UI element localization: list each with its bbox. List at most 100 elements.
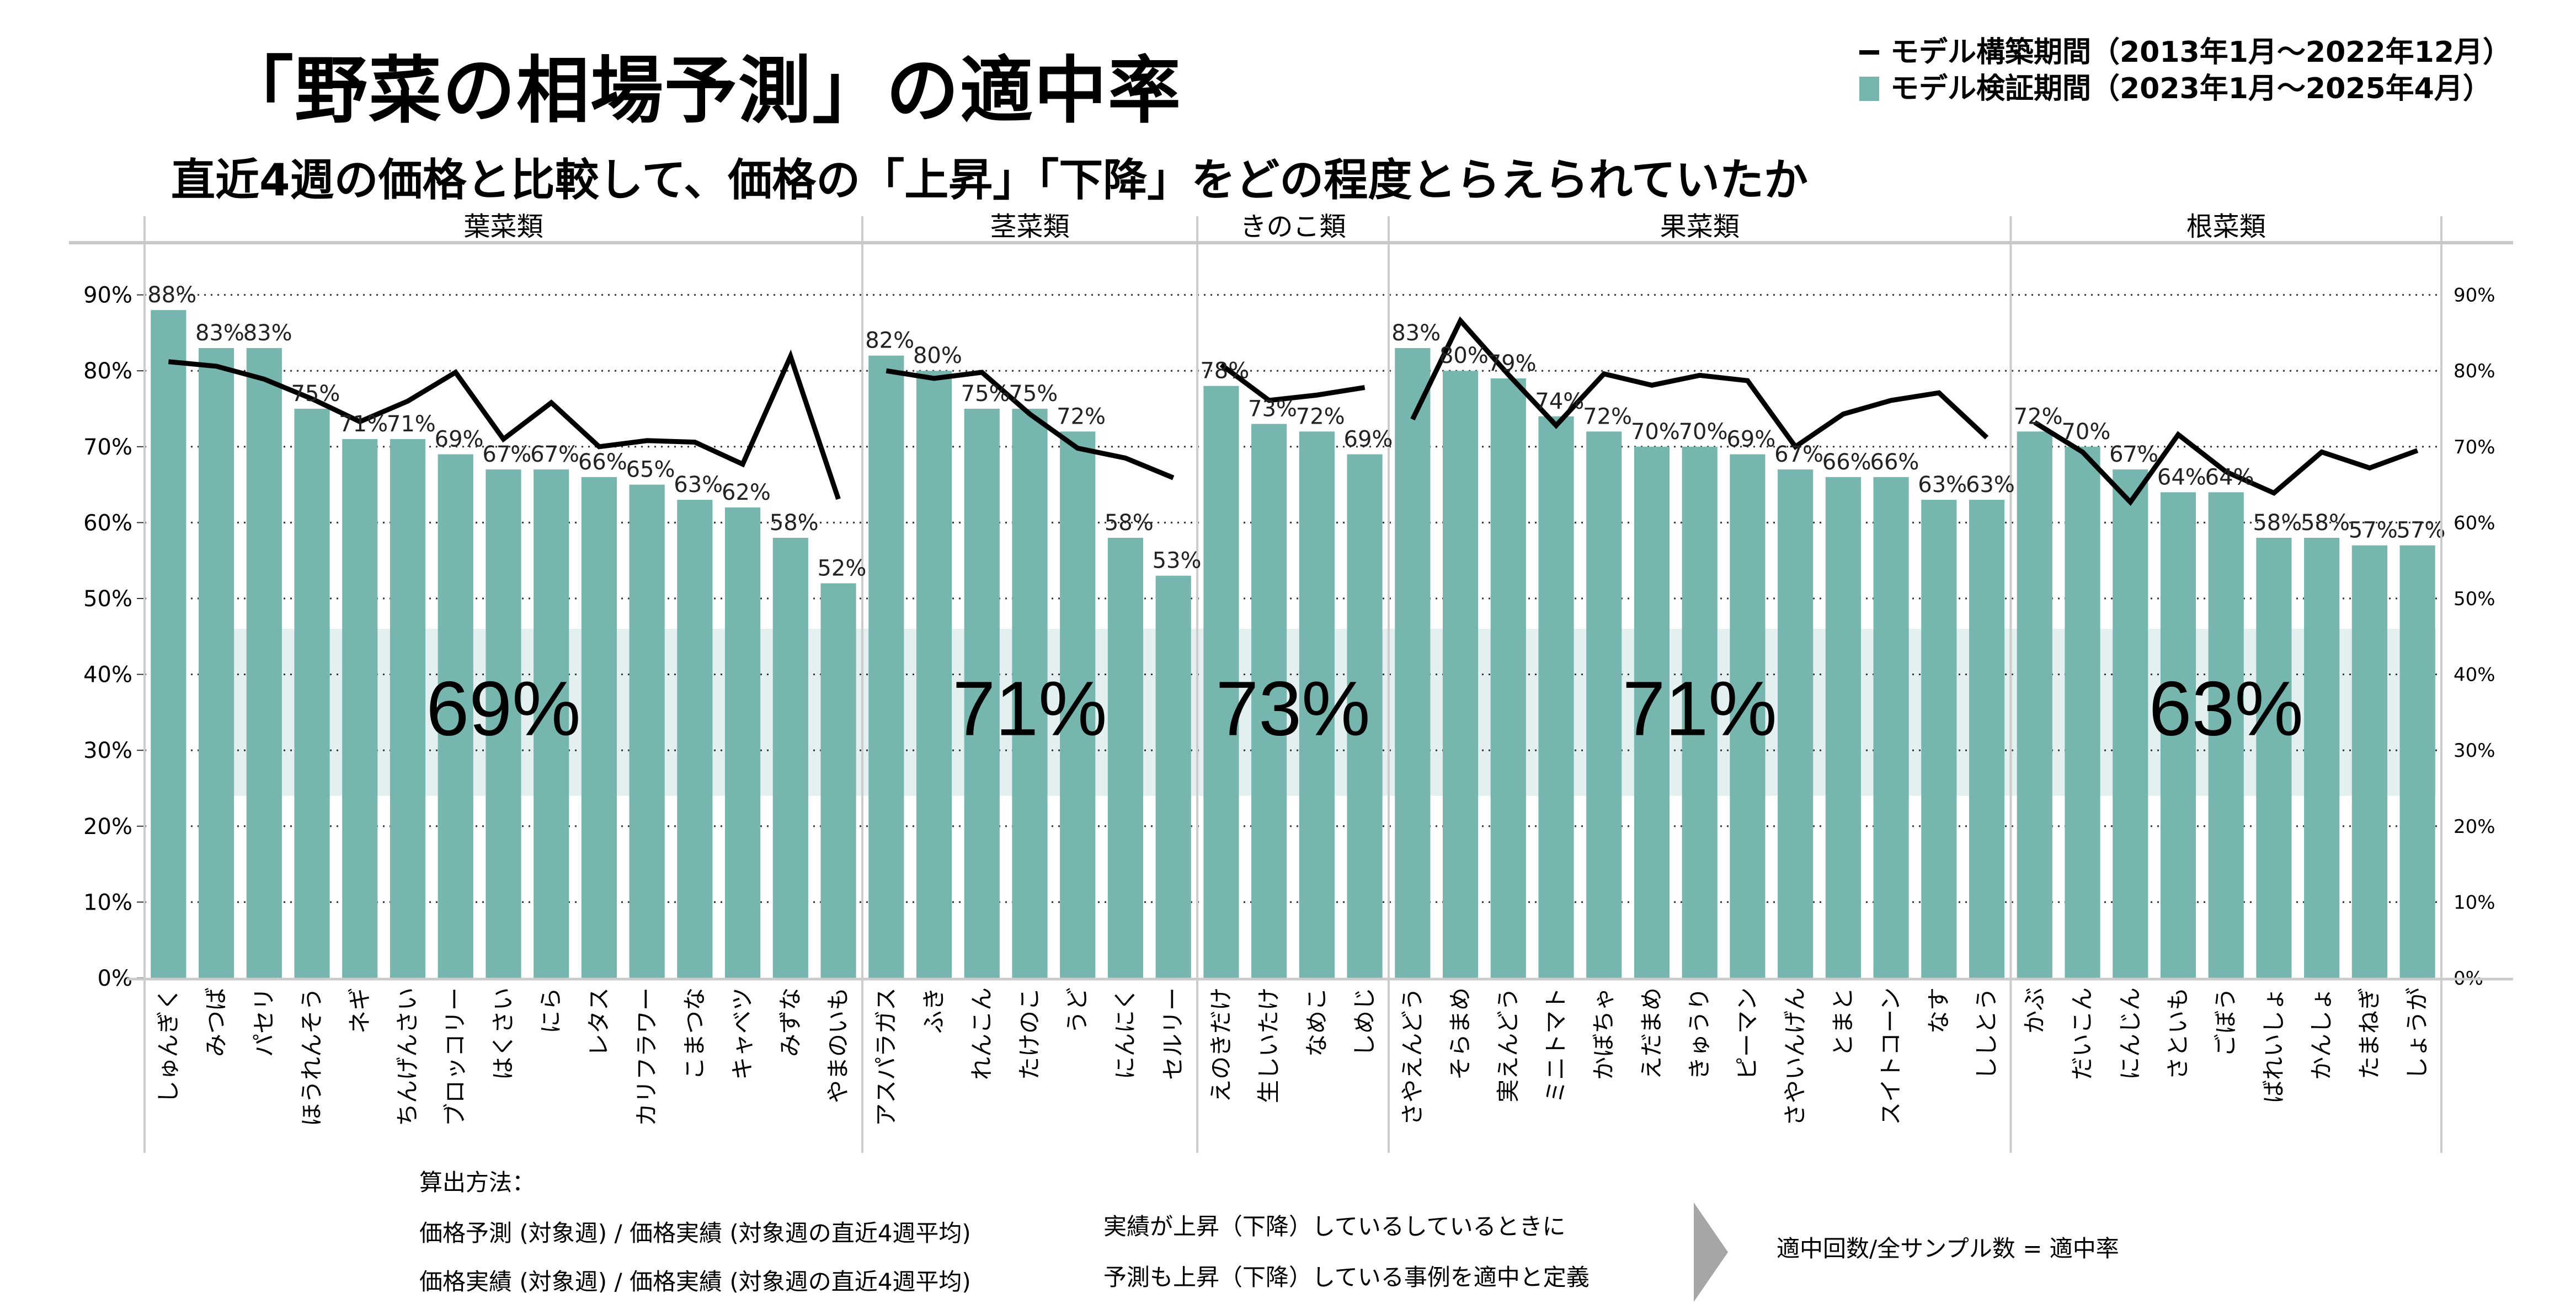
x-tick-label: しゅんぎく: [154, 987, 182, 1104]
bar: [820, 583, 856, 978]
y-tick-label-left: 50%: [83, 586, 132, 612]
bar-data-label: 66%: [578, 450, 627, 475]
y-tick-label-left: 30%: [83, 738, 132, 763]
x-tick-label: パセリ: [250, 987, 278, 1057]
bar: [2065, 446, 2100, 978]
bar-data-label: 69%: [435, 427, 484, 452]
bar: [1347, 454, 1383, 978]
x-tick-label: こまつな: [681, 987, 708, 1080]
bar: [246, 348, 282, 979]
bar: [438, 454, 473, 978]
bar-data-label: 88%: [147, 282, 196, 308]
bar-data-label: 69%: [1726, 427, 1775, 452]
x-tick-label: ししとう: [1973, 987, 2000, 1080]
group-average: 71%: [952, 665, 1107, 752]
x-tick-label: ばれいしょ: [2260, 987, 2287, 1103]
bar: [1825, 477, 1861, 978]
bar: [2113, 469, 2148, 978]
bar: [629, 484, 665, 978]
bar-data-label: 67%: [482, 442, 531, 467]
bar: [964, 409, 1000, 978]
x-tick-label: ピーマン: [1734, 987, 1761, 1080]
bar-data-label: 63%: [1966, 472, 2015, 498]
x-tick-label: しょうが: [2404, 987, 2431, 1080]
x-tick-label: 実えんどう: [1495, 987, 1522, 1103]
legend-item-bar: モデル検証期間（2023年1月～2025年4月）: [1859, 71, 2511, 107]
bar-data-label: 66%: [1822, 450, 1871, 475]
data-labels-layer: 88%83%83%75%71%71%69%67%67%66%65%63%62%5…: [147, 282, 2445, 581]
formula-forecast: 価格予測 (対象週) / 価格実績 (対象週の直近4週平均): [419, 1220, 971, 1247]
legend-line-label: モデル構築期間（2013年1月～2022年12月）: [1890, 36, 2511, 69]
y-tick-label-left: 60%: [83, 510, 132, 536]
bar-data-label: 67%: [1774, 442, 1823, 467]
x-tick-label: しめじ: [1351, 987, 1378, 1057]
condition-line-2: 予測も上昇（下降）している事例を適中と定義: [1103, 1264, 1590, 1291]
bar-data-label: 67%: [530, 442, 579, 467]
bar: [342, 439, 378, 978]
y-tick-label-right: 80%: [2454, 360, 2495, 382]
x-tick-label: にんじん: [2116, 987, 2143, 1080]
x-tick-label: さやいんげん: [1782, 987, 1809, 1126]
page-subtitle: 直近4週の価格と比較して、価格の「上昇」「下降」をどの程度とらえられていたか: [171, 154, 1808, 206]
bar: [2017, 431, 2052, 978]
gridlines-layer: [145, 294, 2441, 903]
bar: [1203, 386, 1239, 978]
bar: [2399, 545, 2435, 978]
condition-line-1: 実績が上昇（下降）しているしているときに: [1103, 1213, 1566, 1240]
bar: [1299, 431, 1335, 978]
bar-data-label: 72%: [2014, 404, 2063, 429]
bar: [868, 355, 904, 979]
y-tick-label-right: 70%: [2454, 436, 2495, 458]
y-tick-label-left: 0%: [98, 966, 132, 991]
group-header: 葉菜類: [463, 211, 543, 242]
bar: [390, 439, 426, 978]
bar: [151, 310, 186, 978]
x-tick-label: さといも: [2164, 987, 2191, 1080]
x-tick-label: かんしょ: [2308, 987, 2335, 1080]
x-tick-label: カリフラワー: [633, 987, 660, 1126]
x-tick-label: さやえんどう: [1399, 987, 1426, 1126]
bar: [1155, 575, 1191, 978]
bar-data-label: 75%: [1009, 381, 1058, 407]
x-tick-label: ほうれんそう: [298, 987, 326, 1126]
bar-data-label: 65%: [626, 457, 675, 483]
bar: [772, 537, 808, 978]
bar: [2160, 492, 2196, 978]
bar: [1634, 446, 1670, 978]
arrow-right-icon: [1694, 1203, 1728, 1302]
bar-data-label: 58%: [1105, 510, 1154, 536]
x-tick-label: えのきだけ: [1207, 987, 1234, 1103]
bar-data-label: 69%: [1344, 427, 1393, 452]
bar-data-label: 62%: [722, 480, 771, 505]
y-tick-label-right: 10%: [2454, 891, 2495, 913]
y-tick-label-right: 50%: [2454, 588, 2495, 610]
y-tick-label-left: 40%: [83, 662, 132, 688]
bar: [581, 477, 617, 978]
y-tick-label-right: 20%: [2454, 816, 2495, 838]
bar: [534, 469, 569, 978]
x-tick-label: なす: [1925, 987, 1952, 1034]
legend-item-line: モデル構築期間（2013年1月～2022年12月）: [1859, 34, 2511, 71]
bar: [677, 500, 713, 978]
method-title: 算出方法：: [419, 1169, 536, 1196]
line-series-3: [1410, 316, 1989, 450]
bar: [1060, 431, 1096, 978]
bar: [1873, 477, 1909, 978]
bar: [294, 409, 330, 978]
bar: [1969, 500, 2005, 978]
bar: [1778, 469, 1814, 978]
bar-data-label: 63%: [1918, 472, 1967, 498]
x-tick-label: アスパラガス: [872, 987, 899, 1126]
y-tick-label-left: 80%: [83, 359, 132, 384]
group-header: 根菜類: [2186, 211, 2266, 242]
bar-data-label: 80%: [1439, 343, 1489, 368]
bar-data-label: 70%: [2061, 419, 2110, 445]
line-series-4: [2033, 420, 2419, 506]
bar-data-label: 71%: [387, 411, 436, 437]
bar: [1395, 348, 1431, 979]
x-tick-label: かぶ: [2021, 987, 2048, 1034]
y-tick-label-right: 90%: [2454, 285, 2495, 307]
group-average: 63%: [2149, 665, 2303, 752]
bar: [2256, 537, 2292, 978]
